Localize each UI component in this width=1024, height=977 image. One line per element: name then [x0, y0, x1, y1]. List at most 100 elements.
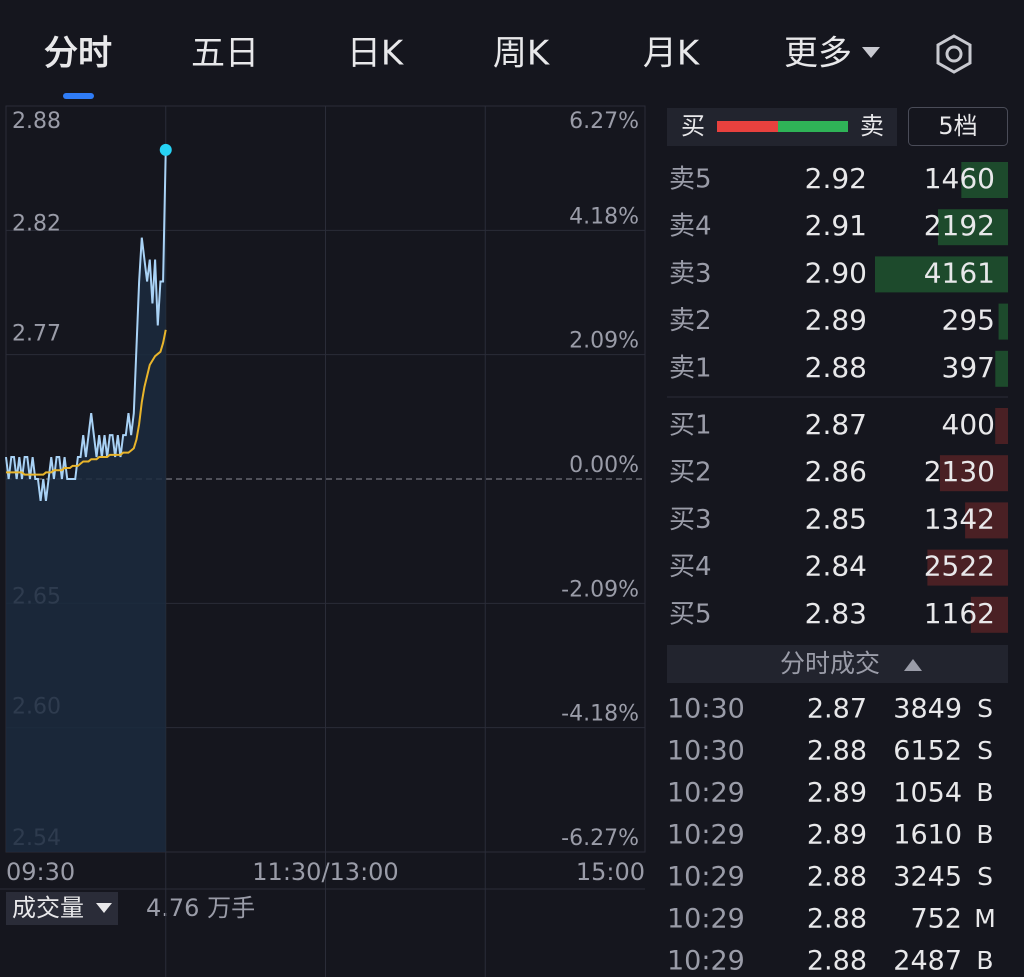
level-volume: 1460 — [924, 162, 995, 195]
x-tick-label: 09:30 — [6, 858, 75, 886]
volume-label: 成交量 — [12, 894, 84, 922]
depth-bar — [998, 303, 1008, 340]
y2-tick-label: 6.27% — [569, 109, 639, 134]
trade-side: B — [976, 778, 993, 807]
buy-ratio — [717, 121, 778, 132]
trade-price: 2.88 — [807, 946, 867, 977]
level-price: 2.86 — [805, 455, 867, 488]
price-line — [5, 149, 167, 502]
level-label: 卖5 — [669, 165, 712, 195]
y-tick-label: 2.77 — [12, 321, 61, 346]
level-volume: 400 — [942, 408, 995, 441]
sell-ratio — [778, 121, 848, 132]
average-line — [6, 329, 167, 476]
y-tick-label: 2.88 — [12, 109, 61, 134]
depth-bar — [937, 209, 1008, 246]
trade-side: M — [974, 904, 996, 933]
level-volume: 295 — [942, 304, 995, 337]
trade-time: 10:29 — [667, 946, 745, 977]
level-volume: 2522 — [924, 550, 995, 583]
y2-tick-label: 4.18% — [569, 204, 639, 229]
y2-tick-label: -2.09% — [561, 577, 639, 602]
level-label: 卖3 — [669, 259, 712, 289]
settings-icon[interactable] — [936, 34, 972, 74]
depth-bar — [995, 408, 1008, 444]
volume-total: 4.76 万手 — [146, 894, 255, 922]
dropdown-arrow — [96, 903, 112, 913]
collapse-arrow — [904, 659, 922, 671]
level-price: 2.83 — [805, 597, 867, 630]
y2-tick-label: 0.00% — [569, 453, 639, 478]
tab[interactable]: 日K — [347, 34, 405, 74]
level-price: 2.91 — [805, 209, 867, 242]
level-label: 卖4 — [669, 212, 712, 242]
tab[interactable]: 分时 — [44, 34, 112, 74]
trade-time: 10:30 — [667, 694, 745, 725]
level-volume: 1162 — [924, 597, 995, 630]
trade-volume: 3245 — [893, 862, 962, 893]
level-volume: 397 — [942, 351, 995, 384]
trade-time: 10:29 — [667, 820, 745, 851]
dropdown-arrow — [862, 47, 880, 58]
level-label: 买1 — [669, 411, 712, 441]
price-area — [6, 149, 166, 853]
level-price: 2.89 — [805, 304, 867, 337]
trade-price: 2.89 — [807, 778, 867, 809]
trade-time: 10:30 — [667, 736, 745, 767]
level-label: 买5 — [669, 599, 712, 629]
trade-side: S — [977, 694, 993, 723]
tab[interactable]: 周K — [493, 34, 551, 74]
trade-price: 2.89 — [807, 820, 867, 851]
level-price: 2.87 — [805, 408, 867, 441]
x-tick-label: 11:30/13:00 — [252, 858, 398, 886]
tab[interactable]: 更多 — [784, 34, 852, 74]
level-volume: 2130 — [924, 455, 995, 488]
level-label: 买2 — [669, 458, 712, 488]
depth-bar — [939, 455, 1008, 492]
trades-header[interactable] — [667, 645, 1008, 683]
level-price: 2.85 — [805, 502, 867, 535]
depth-label: 5档 — [938, 112, 977, 140]
last-price-dot — [159, 143, 172, 156]
volume-selector[interactable] — [6, 892, 118, 925]
level-label: 买3 — [669, 505, 712, 535]
level-volume: 4161 — [924, 256, 995, 289]
tab-indicator — [63, 93, 94, 99]
trade-volume: 3849 — [893, 694, 962, 725]
trade-volume: 1610 — [893, 820, 962, 851]
depth-button[interactable] — [908, 107, 1008, 146]
trade-side: B — [976, 820, 993, 849]
level-price: 2.90 — [805, 256, 867, 289]
level-volume: 2192 — [924, 209, 995, 242]
trade-price: 2.88 — [807, 904, 867, 935]
level-price: 2.92 — [805, 162, 867, 195]
level-price: 2.84 — [805, 550, 867, 583]
level-label: 卖1 — [669, 353, 712, 383]
buy-label: 买 — [681, 112, 705, 140]
depth-bar — [970, 596, 1008, 633]
sell-label: 卖 — [860, 112, 884, 140]
level-label: 买4 — [669, 552, 712, 582]
depth-bar — [965, 502, 1008, 539]
trades-title: 分时成交 — [780, 649, 880, 678]
level-label: 卖2 — [669, 306, 712, 336]
level-price: 2.88 — [805, 351, 867, 384]
trade-price: 2.87 — [807, 694, 867, 725]
depth-bar — [961, 162, 1008, 198]
trade-time: 10:29 — [667, 778, 745, 809]
trade-volume: 1054 — [893, 778, 962, 809]
tab[interactable]: 月K — [643, 34, 701, 74]
x-tick-label: 15:00 — [576, 858, 645, 886]
y2-tick-label: 2.09% — [569, 329, 639, 354]
y2-tick-label: -6.27% — [561, 826, 639, 851]
tab[interactable]: 五日 — [191, 34, 259, 74]
depth-bar — [875, 256, 1008, 293]
trade-volume: 752 — [910, 904, 962, 935]
depth-bar — [995, 350, 1008, 387]
trade-volume: 6152 — [893, 736, 962, 767]
trade-time: 10:29 — [667, 904, 745, 935]
y2-tick-label: -4.18% — [561, 702, 639, 727]
